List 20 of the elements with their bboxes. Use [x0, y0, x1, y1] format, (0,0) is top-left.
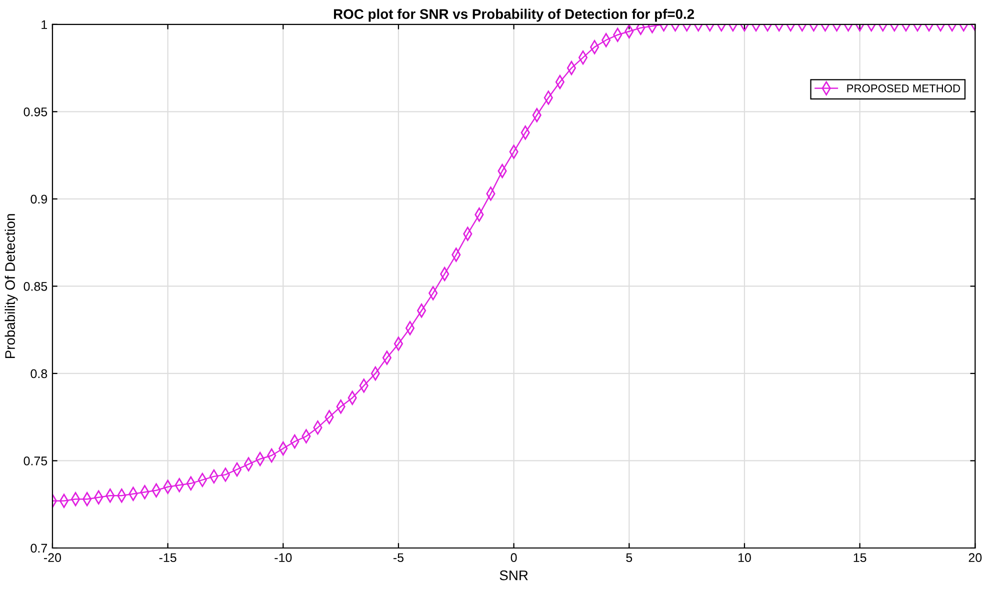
x-axis-title: SNR [500, 570, 528, 580]
legend-label: PROPOSED METHOD [847, 84, 960, 92]
y-tick-label: 0.95 [24, 107, 48, 116]
x-tick-label: -15 [159, 553, 176, 562]
x-tick-label: 10 [738, 553, 751, 562]
x-tick-label: 0 [510, 553, 517, 562]
chart-title: ROC plot for SNR vs Probability of Detection for pf=0.2 [334, 8, 694, 22]
y-tick-label: 1 [42, 20, 47, 29]
y-tick-label: 0.7 [30, 544, 47, 553]
y-tick-label: 0.8 [30, 369, 48, 378]
y-axis-title: Probability Of Detection [4, 214, 18, 358]
x-tick-label: -5 [393, 553, 404, 562]
x-tick-label: 20 [968, 553, 982, 562]
y-tick-label: 0.9 [30, 194, 48, 204]
y-tick-label: 0.85 [24, 282, 48, 291]
y-tick-label: 0.75 [24, 456, 48, 466]
x-tick-label: -20 [44, 553, 62, 562]
x-tick-label: 5 [626, 553, 632, 562]
x-tick-label: 15 [854, 553, 866, 562]
x-tick-label: -10 [274, 553, 292, 562]
